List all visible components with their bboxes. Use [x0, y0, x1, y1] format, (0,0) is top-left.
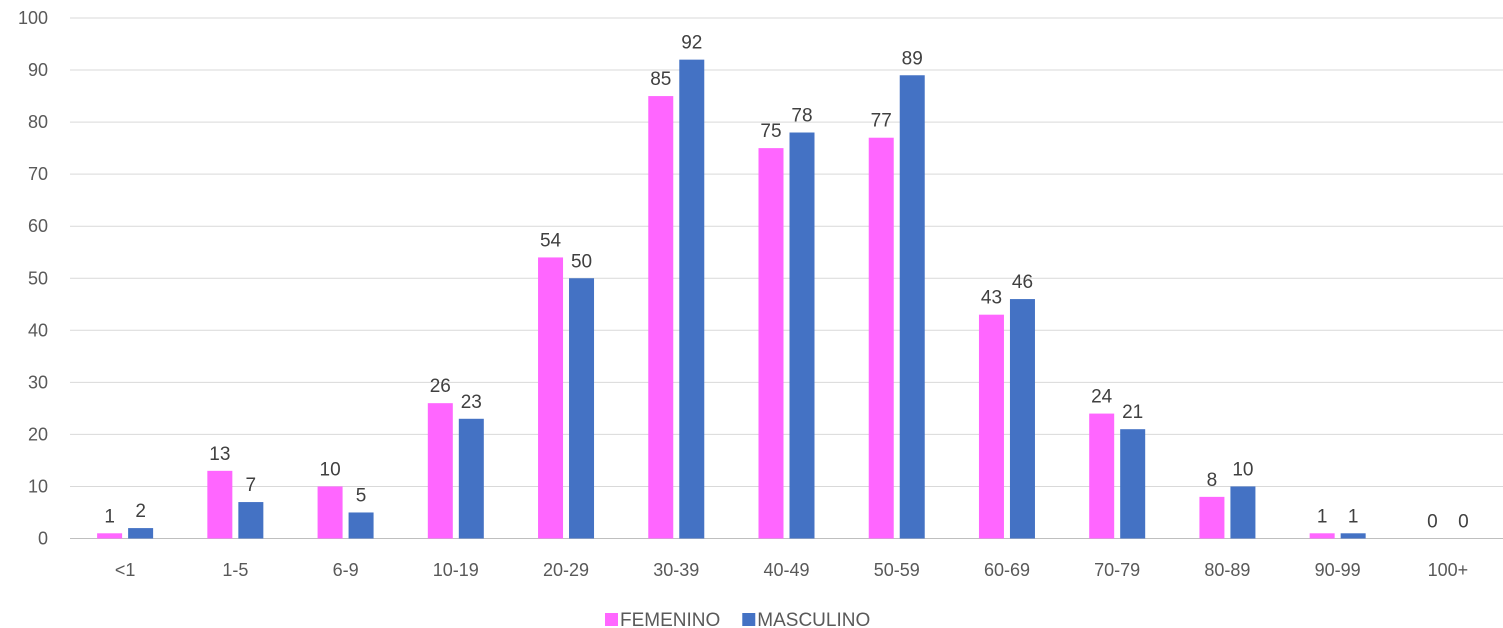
- x-tick-label: <1: [115, 560, 136, 580]
- x-axis: <1 1-5 6-9 10-19 20-29 30-39 40-49 50-59 60-69 70…: [115, 560, 1468, 580]
- legend-swatch-masculino: [742, 613, 756, 626]
- bar-masculino-1: [238, 502, 264, 539]
- y-tick-label: 40: [28, 320, 48, 340]
- y-tick-label: 70: [28, 164, 48, 184]
- data-label: 2: [135, 501, 146, 522]
- bar-masculino-5: [679, 59, 705, 539]
- x-tick-label: 1-5: [222, 560, 248, 580]
- data-label: 46: [1012, 272, 1033, 293]
- data-label: 1: [1317, 506, 1328, 527]
- gridlines: [70, 17, 1503, 539]
- bar-femenino-1: [207, 470, 233, 539]
- bar-femenino-9: [1089, 413, 1115, 539]
- bar-femenino-0: [97, 533, 123, 539]
- bar-masculino-2: [348, 512, 374, 539]
- y-tick-label: 60: [28, 216, 48, 236]
- data-label: 24: [1091, 387, 1113, 408]
- y-tick-label: 0: [38, 529, 48, 549]
- data-label: 78: [791, 106, 812, 127]
- bar-masculino-0: [128, 528, 154, 539]
- bar-femenino-3: [427, 403, 453, 539]
- bar-femenino-8: [978, 314, 1004, 539]
- data-label: 54: [540, 230, 562, 251]
- y-tick-label: 50: [28, 268, 48, 288]
- y-tick-label: 100: [18, 8, 48, 28]
- data-label: 50: [571, 251, 592, 272]
- x-tick-label: 20-29: [543, 560, 589, 580]
- y-tick-label: 10: [28, 476, 48, 496]
- x-tick-label: 80-89: [1204, 560, 1250, 580]
- y-tick-label: 30: [28, 372, 48, 392]
- data-label: 8: [1207, 470, 1218, 491]
- bar-masculino-3: [458, 418, 484, 539]
- data-label: 13: [209, 444, 230, 465]
- data-label: 1: [1348, 506, 1359, 527]
- x-tick-label: 60-69: [984, 560, 1030, 580]
- bar-masculino-8: [1009, 299, 1035, 539]
- bar-femenino-2: [317, 486, 343, 539]
- legend-swatch-femenino: [605, 613, 618, 626]
- bar-masculino-11: [1340, 533, 1366, 539]
- y-axis: 0 10 20 30 40 50 60 70 80 90 100: [18, 8, 48, 549]
- bar-femenino-5: [648, 96, 674, 539]
- data-label: 43: [981, 288, 1002, 309]
- data-label: 92: [681, 33, 702, 54]
- x-tick-label: 30-39: [653, 560, 699, 580]
- bar-masculino-7: [899, 75, 925, 539]
- data-label: 10: [320, 459, 341, 480]
- data-label: 10: [1232, 459, 1253, 480]
- x-tick-label: 50-59: [874, 560, 920, 580]
- data-label: 21: [1122, 402, 1143, 423]
- data-label: 0: [1458, 512, 1469, 533]
- x-tick-label: 40-49: [763, 560, 809, 580]
- x-tick-label: 90-99: [1315, 560, 1361, 580]
- x-tick-label: 100+: [1428, 560, 1469, 580]
- legend: FEMENINO MASCULINO: [605, 610, 870, 628]
- data-label: 23: [461, 392, 482, 413]
- y-tick-label: 90: [28, 60, 48, 80]
- bar-femenino-11: [1309, 533, 1335, 539]
- y-tick-label: 80: [28, 112, 48, 132]
- x-tick-label: 70-79: [1094, 560, 1140, 580]
- bar-masculino-6: [789, 132, 815, 539]
- bar-femenino-6: [758, 148, 784, 539]
- bar-masculino-4: [569, 278, 595, 539]
- x-tick-label: 10-19: [433, 560, 479, 580]
- bar-masculino-10: [1230, 486, 1256, 539]
- bar-masculino-9: [1120, 429, 1146, 539]
- data-label: 77: [871, 111, 892, 132]
- legend-label-femenino: FEMENINO: [620, 610, 720, 628]
- bar-femenino-7: [868, 137, 894, 539]
- data-label: 26: [430, 376, 451, 397]
- data-label: 75: [760, 121, 781, 142]
- data-label: 1: [104, 506, 115, 527]
- data-label: 7: [246, 475, 257, 496]
- y-tick-label: 20: [28, 424, 48, 444]
- bar-femenino-10: [1199, 496, 1225, 539]
- bar-femenino-4: [538, 257, 564, 539]
- data-label: 0: [1427, 512, 1438, 533]
- x-tick-label: 6-9: [333, 560, 359, 580]
- data-label: 5: [356, 485, 367, 506]
- data-label: 89: [902, 48, 923, 69]
- legend-label-masculino: MASCULINO: [757, 610, 870, 628]
- data-label: 85: [650, 69, 671, 90]
- bars: [97, 59, 1366, 539]
